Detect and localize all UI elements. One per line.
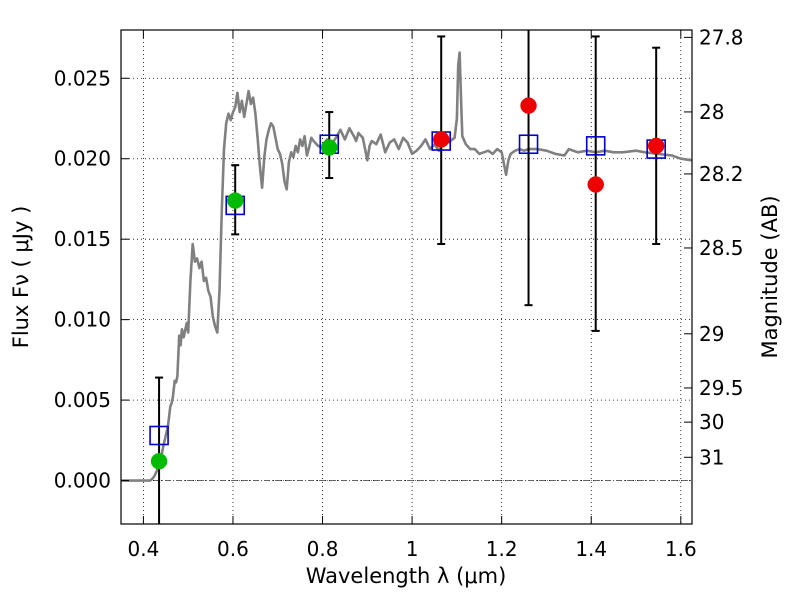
magnitude-tick-label: 29.5 xyxy=(699,376,744,400)
y-tick-label: 0.005 xyxy=(54,388,111,412)
x-tick-labels: 0.4 0.6 0.8 1 1.2 1.4 1.6 xyxy=(127,537,696,561)
error-bars-layer xyxy=(155,30,661,524)
magnitude-tick-label: 28.5 xyxy=(699,236,744,260)
y-axis-label: Flux Fν ( μJy ) xyxy=(9,206,33,349)
magnitude-tick-labels: 27.8 28 28.2 28.5 29 29.5 30 31 xyxy=(699,25,744,469)
observed-point-nondetection xyxy=(647,137,665,155)
template-spectrum-line xyxy=(121,51,693,482)
magnitude-tick-label: 30 xyxy=(699,410,724,434)
y-tick-labels: 0.000 0.005 0.010 0.015 0.020 0.025 xyxy=(54,66,111,492)
y-tick-label: 0.010 xyxy=(54,308,111,332)
x-tick-label: 1.2 xyxy=(486,537,518,561)
x-tick-label: 1 xyxy=(406,537,419,561)
observed-point-nondetection xyxy=(432,131,450,148)
observed-point-nondetection xyxy=(520,97,537,114)
magnitude-tick-label: 27.8 xyxy=(699,25,744,49)
magnitude-tick-label: 28.2 xyxy=(699,162,744,186)
x-tick-label: 1.6 xyxy=(665,537,697,561)
template-spectrum-layer xyxy=(121,51,693,482)
plot-frame xyxy=(120,29,693,525)
axis-ticks xyxy=(121,30,692,524)
x-axis-label: Wavelength λ (μm) xyxy=(306,564,507,588)
observed-point-detection xyxy=(150,452,168,470)
y-tick-label: 0.015 xyxy=(54,227,111,251)
x-tick-label: 0.6 xyxy=(217,537,249,561)
x-tick-label: 0.8 xyxy=(307,537,339,561)
magnitude-tick-label: 28 xyxy=(699,100,724,124)
observed-point-detection xyxy=(320,139,338,156)
y-tick-label: 0.000 xyxy=(54,469,111,493)
observed-point-nondetection xyxy=(587,176,604,193)
model-flux-box xyxy=(149,425,169,446)
y-tick-label: 0.025 xyxy=(54,66,111,90)
observed-point-detection xyxy=(226,192,244,209)
y2-axis-label: Magnitude (AB) xyxy=(758,195,782,358)
model-flux-box xyxy=(518,134,539,155)
observed-points-layer xyxy=(150,97,665,470)
magnitude-tick-label: 29 xyxy=(699,322,724,346)
x-tick-label: 0.4 xyxy=(127,537,159,561)
magnitude-tick-label: 31 xyxy=(699,445,724,469)
model-flux-box xyxy=(585,136,606,156)
model-flux-boxes-layer xyxy=(149,131,666,446)
x-tick-label: 1.4 xyxy=(575,537,607,561)
y-tick-label: 0.020 xyxy=(54,147,111,171)
